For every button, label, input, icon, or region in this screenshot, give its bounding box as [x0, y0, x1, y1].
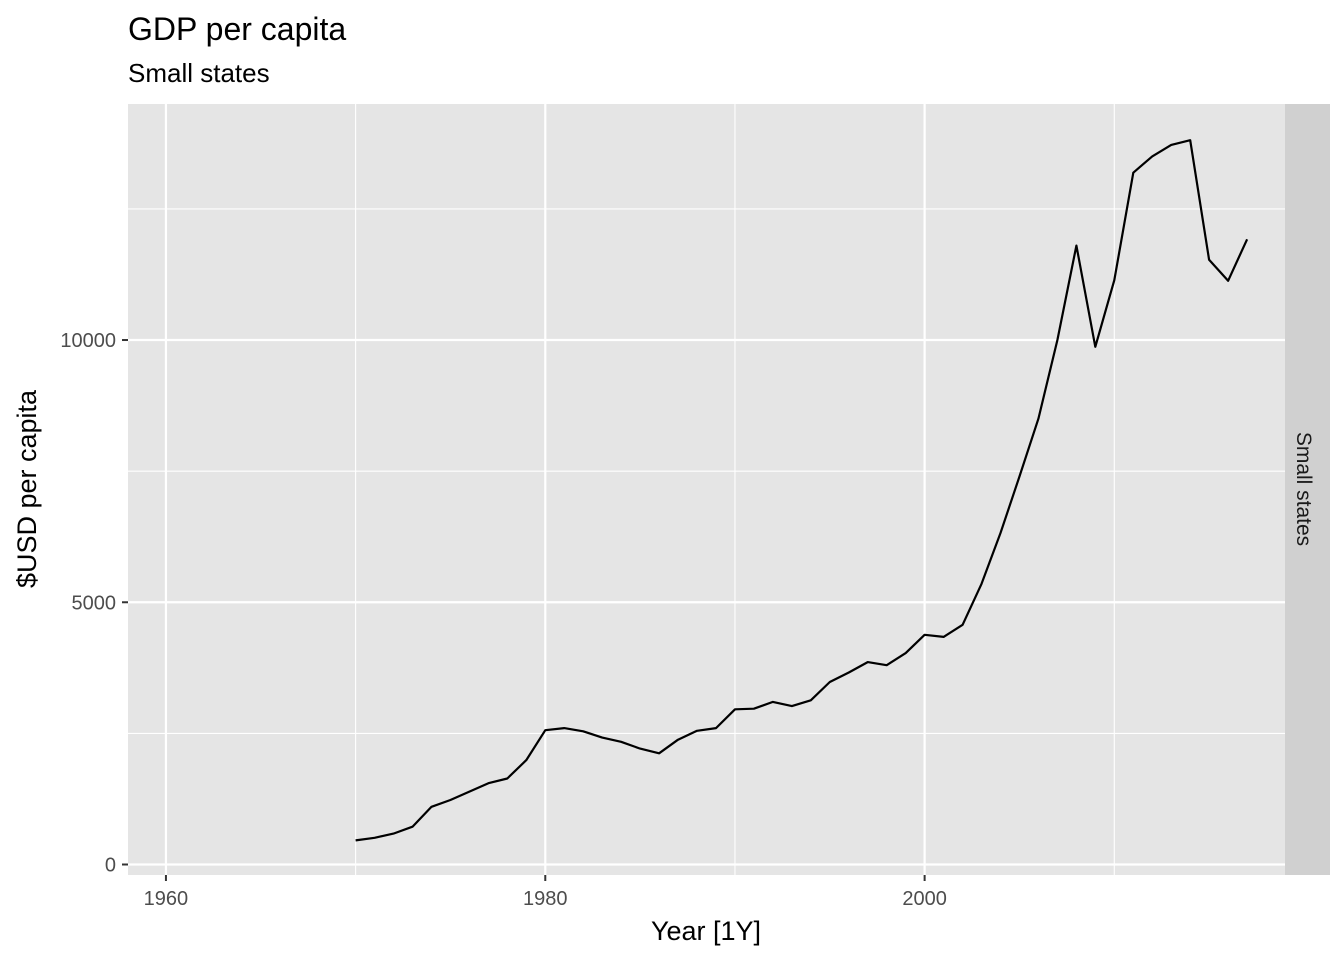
- facet-strip: [1285, 104, 1330, 875]
- y-axis: 0 5000 10000: [60, 330, 128, 877]
- y-tick-label: 5000: [72, 592, 117, 614]
- x-axis-title: Year [1Y]: [651, 916, 761, 946]
- x-tick-label: 1980: [523, 888, 568, 910]
- minor-gridlines: [128, 104, 1285, 875]
- y-axis-title: $USD per capita: [12, 389, 42, 588]
- plot-panel: [128, 104, 1285, 875]
- x-tick-label: 1960: [144, 888, 189, 910]
- chart-title: GDP per capita: [128, 11, 346, 47]
- chart-subtitle: Small states: [128, 58, 270, 88]
- y-tick-label: 10000: [60, 330, 116, 352]
- x-axis: 1960 1980 2000: [144, 875, 947, 910]
- facet-strip-label: Small states: [1292, 432, 1315, 546]
- y-tick-label: 0: [105, 855, 116, 877]
- x-tick-label: 2000: [902, 888, 947, 910]
- major-gridlines: [128, 104, 1285, 875]
- gdp-series-line: [355, 139, 1249, 842]
